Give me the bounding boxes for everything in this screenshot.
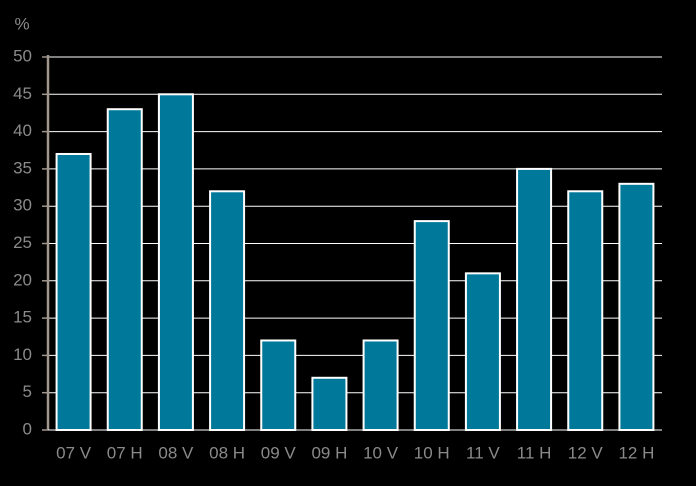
x-tick-label: 10 V — [363, 443, 399, 462]
x-tick-label: 07 V — [56, 443, 92, 462]
y-tick-label: 35 — [13, 158, 32, 177]
x-tick-label: 09 H — [311, 443, 347, 462]
x-tick-label: 08 V — [158, 443, 194, 462]
y-tick-label: 50 — [13, 46, 32, 65]
y-tick-label: 0 — [23, 419, 32, 438]
y-tick-label: 45 — [13, 84, 32, 103]
bar — [157, 93, 194, 432]
y-tick-label: 5 — [23, 382, 32, 401]
x-tick-label: 10 H — [414, 443, 450, 462]
x-tick-label: 11 H — [517, 443, 552, 462]
bar — [464, 272, 501, 431]
x-tick-label: 12 V — [568, 443, 604, 462]
bar — [567, 190, 604, 431]
y-tick-label: 25 — [13, 233, 32, 252]
x-tick-label: 07 H — [107, 443, 143, 462]
x-tick-label: 12 H — [618, 443, 654, 462]
y-tick-label: 40 — [13, 121, 32, 140]
bar — [311, 376, 348, 431]
y-tick-label: 15 — [13, 308, 32, 327]
bar — [106, 108, 143, 431]
y-tick-label: 10 — [13, 345, 32, 364]
bar — [55, 152, 92, 431]
x-tick-label: 08 H — [209, 443, 245, 462]
bar — [362, 339, 399, 432]
bar — [260, 339, 297, 432]
bar — [516, 167, 553, 431]
y-axis-label: % — [14, 14, 29, 33]
x-tick-label: 11 V — [466, 443, 500, 462]
y-tick-label: 30 — [13, 196, 32, 215]
bar — [209, 190, 246, 431]
x-tick-label: 09 V — [261, 443, 297, 462]
bar — [413, 220, 450, 431]
bar — [618, 182, 655, 431]
y-tick-label: 20 — [13, 270, 32, 289]
